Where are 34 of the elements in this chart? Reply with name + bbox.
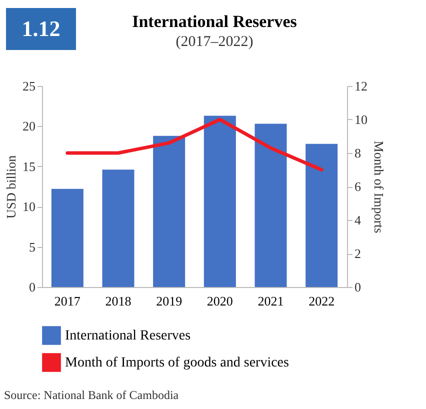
y2-tick-label: 4 [354,212,362,228]
bar [102,170,134,287]
y-tick-label: 10 [22,199,36,214]
y2-tick-label: 8 [354,146,361,160]
bar [306,144,338,287]
y-tick-label: 0 [29,280,36,294]
y-tick-label: 25 [22,78,36,94]
legend-label: Month of Imports of goods and services [65,356,289,370]
x-tick-label: 2019 [156,294,182,308]
y-tick-label: 20 [22,118,36,134]
y2-tick-label: 6 [354,179,362,194]
bar [254,124,287,287]
y2-tick-label: 10 [354,112,368,127]
chart-title: International Reserves [132,12,298,31]
y2-tick-label: 12 [354,78,368,94]
y-tick-label: 15 [22,158,36,174]
y2-tick-label: 0 [354,280,361,294]
chart-subtitle: (2017–2022) [176,34,254,50]
y2-axis-title: Month of Imports [372,140,386,234]
x-tick-label: 2021 [258,294,284,308]
x-tick-label: 2020 [206,294,233,308]
legend-label: International Reserves [65,328,191,344]
y-axis-title: USD billion [4,154,18,219]
line-series [66,118,324,172]
y-tick-label: 5 [29,239,36,254]
source-note: Source: National Bank of Cambodia [4,388,179,403]
y2-tick-label: 2 [354,246,361,261]
x-tick-label: 2022 [308,294,335,308]
x-tick-label: 2018 [105,294,132,308]
text: 1.12 [6,8,76,50]
bar [204,116,236,287]
bar [153,136,186,287]
x-tick-label: 2017 [54,294,81,308]
bar [51,188,84,287]
